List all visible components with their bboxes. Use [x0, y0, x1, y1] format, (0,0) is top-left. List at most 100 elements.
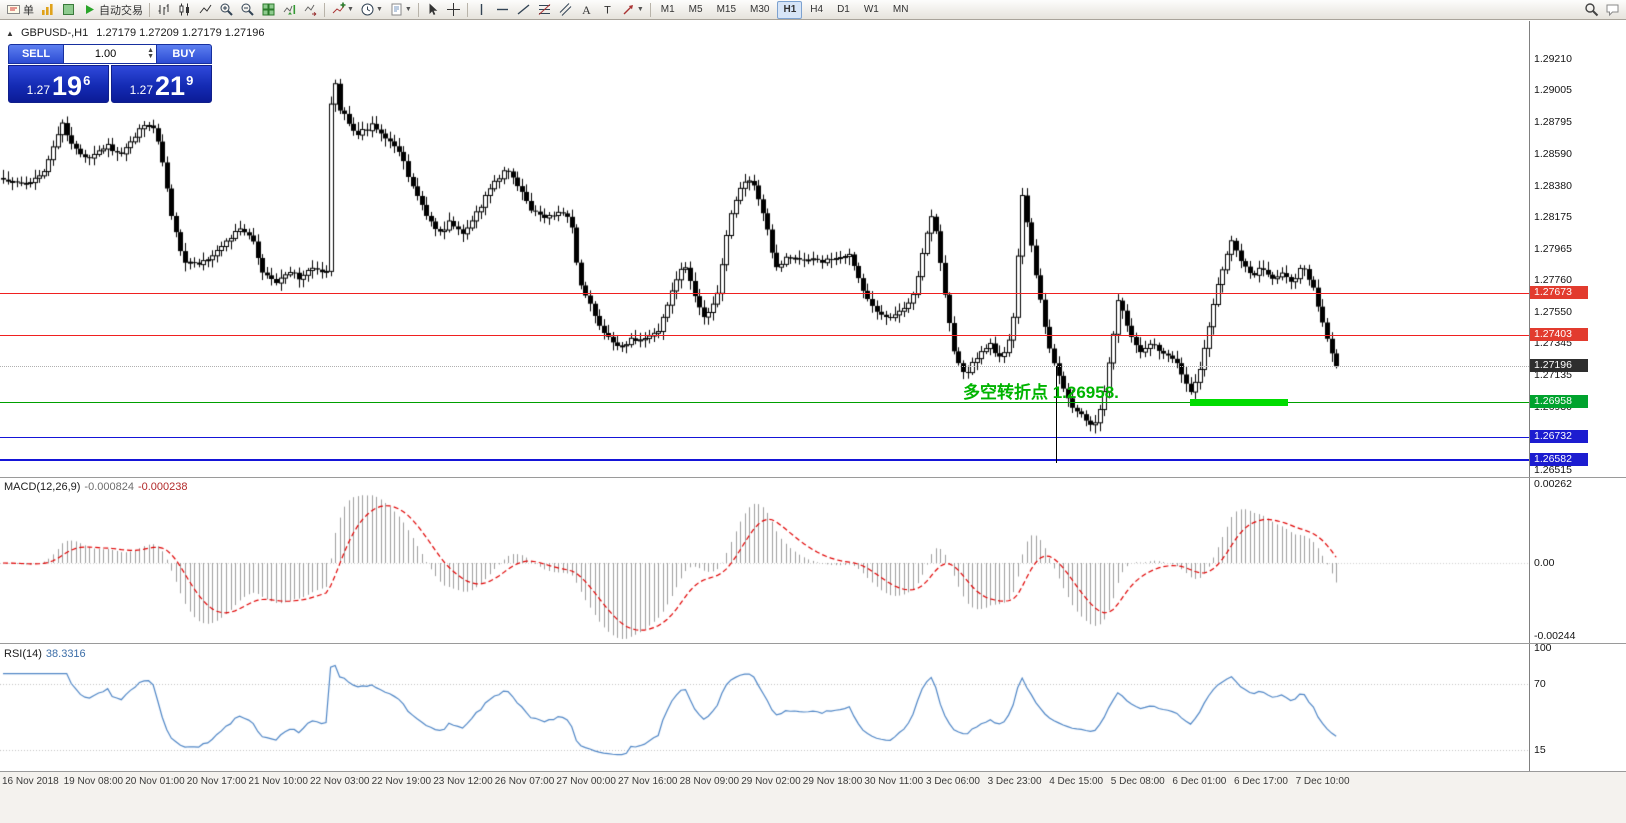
- ohlc-values-text: 1.27179 1.27209 1.27179 1.27196: [96, 27, 265, 39]
- arrows-button[interactable]: ▼: [618, 1, 647, 18]
- autotrading-button[interactable]: 自动交易: [79, 1, 146, 18]
- trend-icon: [516, 2, 531, 17]
- price-axis-label: 1.27550: [1534, 306, 1572, 318]
- lot-decrease-icon[interactable]: ▼: [147, 53, 154, 60]
- buy-price-pips: 21: [155, 71, 186, 101]
- price-scale[interactable]: 1.29210 1.29005 1.28795 1.28590 1.28380 1.281…: [1529, 21, 1626, 771]
- crosshair-button[interactable]: [443, 1, 464, 18]
- time-axis-label: 6 Dec 17:00: [1234, 776, 1288, 787]
- fibonacci-button[interactable]: [534, 1, 555, 18]
- new-order-button[interactable]: 单: [3, 1, 37, 18]
- timeframe-m15-button[interactable]: M15: [716, 4, 737, 15]
- zoom-in-icon: [219, 2, 234, 17]
- lot-increase-icon[interactable]: ▲: [147, 47, 154, 54]
- ideas-button[interactable]: [1602, 1, 1623, 18]
- timeframe-m30-button[interactable]: M30: [750, 4, 770, 15]
- price-chart-canvas[interactable]: [0, 21, 1529, 477]
- bar-chart-button[interactable]: [153, 1, 174, 18]
- level-price-tag[interactable]: 1.26732: [1530, 430, 1588, 443]
- tile-windows-button[interactable]: [258, 1, 279, 18]
- buy-price-display[interactable]: 1.27 21 9: [111, 65, 212, 103]
- price-axis-label: 1.27135: [1534, 369, 1572, 381]
- sell-price-display[interactable]: 1.27 19 6: [8, 65, 109, 103]
- timeframe-d1-button[interactable]: D1: [837, 4, 850, 15]
- lot-size-input[interactable]: [64, 47, 148, 61]
- rsi-axis-label: 100: [1534, 642, 1552, 654]
- cursor-button[interactable]: [422, 1, 443, 18]
- new-chart-button[interactable]: [37, 1, 58, 18]
- fibo-icon: [537, 2, 552, 17]
- rsi-window-separator[interactable]: [0, 643, 1626, 644]
- rsi-indicator-canvas[interactable]: [0, 644, 1529, 770]
- clock-icon: [360, 2, 375, 17]
- auto-scroll-button[interactable]: [279, 1, 300, 18]
- label-button[interactable]: T: [597, 1, 618, 18]
- sell-price-base: 1.27: [26, 83, 51, 97]
- channel-button[interactable]: [555, 1, 576, 18]
- profiles-button[interactable]: [58, 1, 79, 18]
- toolbar-separator: [466, 2, 468, 17]
- order-icon: [6, 2, 21, 17]
- toolbar-separator: [149, 2, 150, 17]
- search-button[interactable]: [1581, 1, 1602, 18]
- macd-indicator-label: MACD(12,26,9) -0.000824 -0.000238: [4, 481, 188, 493]
- search-icon: [1584, 2, 1599, 17]
- macd-value-text: -0.000824: [84, 481, 134, 493]
- level-price-tag[interactable]: 1.26582: [1530, 453, 1588, 466]
- trendline-button[interactable]: [513, 1, 534, 18]
- time-axis-label: 27 Nov 00:00: [556, 776, 616, 787]
- level-price-tag[interactable]: 1.27403: [1530, 328, 1588, 341]
- dropdown-arrow-icon: ▼: [636, 6, 644, 13]
- dropdown-arrow-icon: ▼: [347, 6, 354, 13]
- macd-indicator-canvas[interactable]: [0, 478, 1529, 643]
- macd-axis-label: -0.00244: [1534, 630, 1576, 642]
- buy-button[interactable]: BUY: [156, 44, 212, 64]
- vertical-line-button[interactable]: [471, 1, 492, 18]
- time-axis-label: 20 Nov 17:00: [186, 776, 247, 787]
- sell-button[interactable]: SELL: [8, 44, 64, 64]
- new-chart-icon: [40, 2, 55, 17]
- zoom-out-button[interactable]: [237, 1, 258, 18]
- time-axis-label: 26 Nov 07:00: [494, 776, 555, 787]
- textA-icon: A: [579, 2, 594, 17]
- vline-icon: [474, 2, 489, 17]
- periods-button[interactable]: ▼: [357, 1, 386, 18]
- autoscroll-icon: [282, 2, 297, 17]
- text-button[interactable]: A: [576, 1, 597, 18]
- time-scale[interactable]: 16 Nov 2018 19 Nov 08:00 20 Nov 01:00 20 No…: [0, 771, 1626, 823]
- horizontal-line-button[interactable]: [492, 1, 513, 18]
- timeframe-mn-button[interactable]: MN: [892, 4, 909, 15]
- indicators-button[interactable]: ▼: [328, 1, 357, 18]
- time-axis-label: 3 Dec 06:00: [926, 776, 980, 787]
- macd-window-separator[interactable]: [0, 477, 1626, 478]
- time-axis-label: 16 Nov 2018: [2, 776, 59, 787]
- level-price-tag[interactable]: 1.26958: [1530, 395, 1588, 408]
- timeframe-m5-button[interactable]: M5: [688, 4, 703, 15]
- candlestick-chart-button[interactable]: [174, 1, 195, 18]
- one-click-collapse-icon[interactable]: ▲: [6, 29, 14, 38]
- price-axis-label: 1.28795: [1534, 116, 1572, 128]
- price-axis-label: 1.29005: [1534, 84, 1572, 96]
- timeframe-h4-button[interactable]: H4: [810, 4, 824, 15]
- sell-price-pips: 19: [52, 71, 83, 101]
- price-axis-label: 1.29210: [1534, 53, 1572, 65]
- time-axis-label: 29 Nov 02:00: [741, 776, 801, 787]
- time-axis-label: 21 Nov 10:00: [248, 776, 308, 787]
- lot-stepper: ▲ ▼: [147, 47, 156, 60]
- price-axis-label: 1.28380: [1534, 180, 1572, 192]
- timeframe-w1-button[interactable]: W1: [863, 4, 879, 15]
- level-price-tag[interactable]: 1.27673: [1530, 286, 1588, 299]
- zoom-in-button[interactable]: [216, 1, 237, 18]
- price-axis-label: 1.27965: [1534, 243, 1572, 255]
- labelT-icon: T: [600, 2, 615, 17]
- line-chart-button[interactable]: [195, 1, 216, 18]
- play-icon: [82, 2, 97, 17]
- rsi-indicator-label: RSI(14) 38.3316: [4, 648, 86, 660]
- timeframe-h1-button[interactable]: H1: [777, 0, 803, 19]
- indicators-icon: [331, 2, 346, 17]
- bubble-icon: [1605, 2, 1620, 17]
- chart-shift-button[interactable]: [300, 1, 321, 18]
- templates-button[interactable]: ▼: [386, 1, 415, 18]
- profiles-icon: [61, 2, 76, 17]
- timeframe-m1-button[interactable]: M1: [660, 4, 675, 15]
